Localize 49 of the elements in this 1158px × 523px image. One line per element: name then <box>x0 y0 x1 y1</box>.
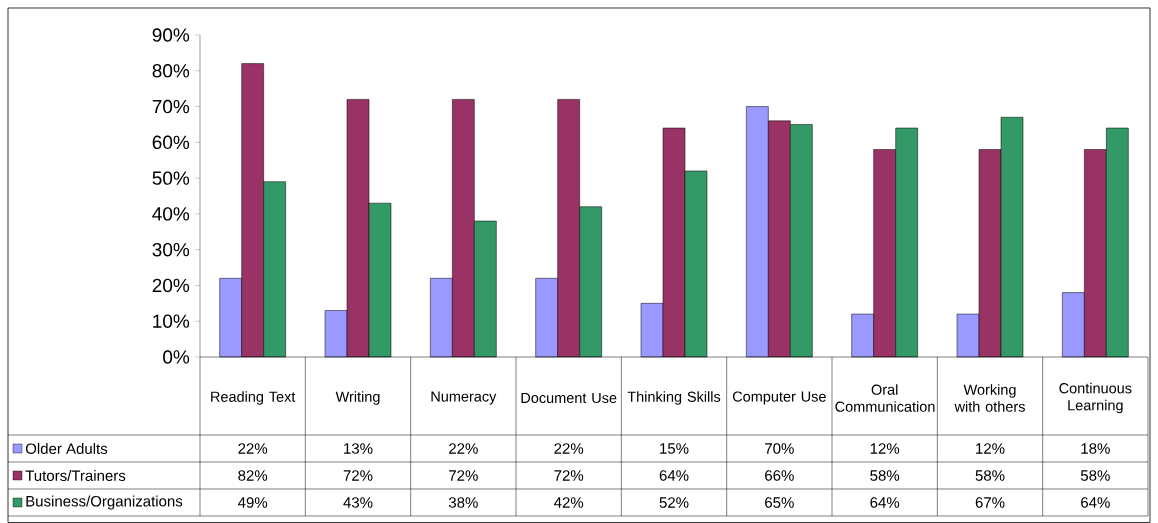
data-label: 72% <box>449 470 478 481</box>
y-tick-label: 10% <box>153 314 190 328</box>
x-tick-label: Document Use <box>521 392 617 404</box>
data-label: 72% <box>343 470 373 481</box>
data-label: 70% <box>765 443 794 454</box>
data-label: 64% <box>870 497 900 508</box>
data-label: 64% <box>659 470 689 481</box>
x-tick-label: Thinking Skills <box>627 391 721 405</box>
data-label: 58% <box>870 470 900 481</box>
data-label: 58% <box>975 470 1005 481</box>
y-tick-label: 40% <box>152 207 190 221</box>
data-label: 67% <box>975 497 1005 508</box>
x-tick-label: Continuous Learning <box>1059 382 1132 414</box>
y-tick-label: 20% <box>152 278 190 293</box>
data-label: 65% <box>765 497 794 508</box>
y-tick-label: 60% <box>152 135 190 150</box>
data-label: 22% <box>554 443 584 454</box>
x-tick-label: Working with others <box>954 384 1025 412</box>
x-tick-label: Numeracy <box>431 391 497 405</box>
data-label: 22% <box>238 443 268 454</box>
y-tick-label: 30% <box>152 242 190 257</box>
data-label: 82% <box>238 470 268 481</box>
data-label: 72% <box>554 470 584 481</box>
data-label: 43% <box>343 497 373 508</box>
data-label: 58% <box>1080 470 1110 481</box>
y-tick-label: 80% <box>152 64 190 78</box>
x-tick-label: Writing <box>335 391 380 405</box>
y-tick-label: 50% <box>152 171 190 185</box>
data-label: 18% <box>1081 443 1110 454</box>
y-tick-label: 90% <box>152 28 190 42</box>
x-tick-label: Computer Use <box>732 391 826 405</box>
data-label: 13% <box>344 443 373 454</box>
x-tick-label: Oral Communication <box>835 384 935 412</box>
data-label: 38% <box>448 497 478 508</box>
legend-label: Older Adults <box>25 442 108 454</box>
y-tick-label: 70% <box>152 99 190 114</box>
data-label: 49% <box>238 497 268 508</box>
data-label: 42% <box>554 497 584 508</box>
y-tick-label: 0% <box>163 350 190 364</box>
data-label: 15% <box>660 443 689 454</box>
legend-label: Business/Organizations <box>26 495 183 510</box>
data-label: 22% <box>449 443 478 454</box>
data-label: 66% <box>765 470 794 481</box>
data-label: 12% <box>976 443 1005 454</box>
data-label: 64% <box>1081 497 1110 508</box>
data-label: 52% <box>659 497 689 508</box>
legend-label: Tutors/Trainers <box>25 469 126 481</box>
x-tick-label: Reading Text <box>211 391 296 405</box>
data-label: 12% <box>870 443 900 454</box>
